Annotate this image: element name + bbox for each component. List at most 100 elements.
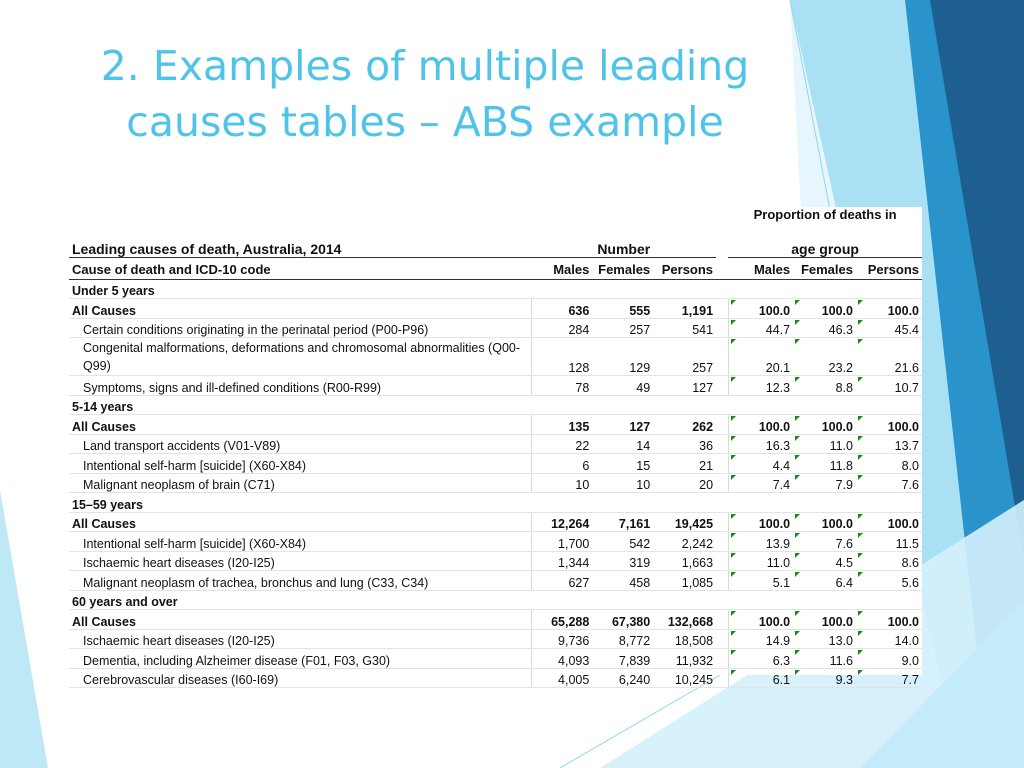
cause-label: Land transport accidents (V01-V89) (69, 434, 532, 454)
section-row: 15–59 years (69, 492, 922, 513)
cause-label: Ischaemic heart diseases (I20-I25) (69, 629, 532, 649)
col-header-cause: Cause of death and ICD-10 code (69, 257, 532, 280)
col-header-prop-males: Males (728, 257, 794, 280)
number-group-header: Number (531, 235, 717, 258)
table-row: Intentional self-harm [suicide] (X60-X84… (69, 531, 922, 552)
females-count: 14 (592, 434, 654, 454)
cause-label: Symptoms, signs and ill-defined conditio… (69, 375, 532, 396)
col-header-prop-females: Females (793, 257, 856, 280)
females-count: 555 (592, 298, 654, 319)
females-count: 7,839 (592, 648, 654, 669)
slide-title-line-2: causes tables – ABS example (126, 98, 724, 146)
persons-proportion: 14.0 (855, 629, 922, 649)
females-count: 127 (592, 414, 654, 435)
persons-count: 11,932 (653, 648, 717, 669)
thin-diagonal-line-2 (789, 0, 831, 211)
col-header-females: Females (592, 257, 654, 280)
persons-proportion: 9.0 (855, 648, 922, 669)
persons-proportion: 100.0 (855, 609, 922, 630)
males-count: 284 (530, 318, 593, 338)
persons-count: 2,242 (653, 531, 717, 552)
cause-label: All Causes (69, 512, 532, 532)
thin-diagonal-line (559, 674, 721, 768)
females-proportion: 4.5 (793, 551, 856, 571)
section-row: 5-14 years (69, 395, 922, 415)
cause-label: Intentional self-harm [suicide] (X60-X84… (69, 531, 532, 552)
table-row: Dementia, including Alzheimer disease (F… (69, 648, 922, 669)
col-header-males: Males (531, 257, 593, 280)
males-count: 6 (530, 453, 593, 474)
persons-proportion: 5.6 (855, 570, 922, 591)
males-count: 65,288 (530, 609, 593, 630)
males-count: 9,736 (530, 629, 593, 649)
females-proportion: 100.0 (793, 609, 856, 630)
females-count: 15 (592, 453, 654, 474)
persons-count: 21 (653, 453, 717, 474)
table-header-row-2: Leading causes of death, Australia, 2014… (69, 235, 922, 258)
table-row: Certain conditions originating in the pe… (69, 318, 922, 338)
persons-proportion: 13.7 (855, 434, 922, 454)
persons-count: 18,508 (653, 629, 717, 649)
table-row: All Causes 12,264 7,161 19,425 100.0 100.0 100… (69, 512, 922, 532)
cause-label: Malignant neoplasm of brain (C71) (69, 473, 532, 493)
persons-proportion: 45.4 (855, 318, 922, 338)
persons-count: 1,085 (653, 570, 717, 591)
males-count: 4,093 (530, 648, 593, 669)
table-row: Land transport accidents (V01-V89) 22 14 36… (69, 434, 922, 454)
females-proportion: 8.8 (793, 375, 856, 396)
persons-count: 127 (653, 375, 717, 396)
persons-count: 20 (653, 473, 717, 493)
proportion-group-header: Proportion of deaths in (728, 207, 922, 235)
cause-label: Cerebrovascular diseases (I60-I69) (69, 668, 532, 688)
section-label: Under 5 years (69, 279, 532, 299)
table-row: Ischaemic heart diseases (I20-I25) 1,344 3… (69, 551, 922, 571)
col-header-persons: Persons (653, 257, 717, 280)
males-count: 4,005 (530, 668, 593, 688)
table-row: All Causes 65,288 67,380 132,668 100.0 100.0 1… (69, 609, 922, 630)
cause-label: Congenital malformations, deformations a… (69, 337, 532, 376)
persons-proportion: 100.0 (855, 414, 922, 435)
females-count: 129 (592, 337, 654, 376)
males-count: 78 (530, 375, 593, 396)
males-count: 135 (530, 414, 593, 435)
leading-causes-table: Proportion of deaths in Leading causes o… (69, 207, 922, 688)
persons-proportion: 100.0 (855, 298, 922, 319)
right-dark-block (930, 0, 1024, 560)
table-row: Ischaemic heart diseases (I20-I25) 9,736 8… (69, 629, 922, 649)
leading-causes-table-image: Proportion of deaths in Leading causes o… (69, 207, 922, 688)
females-proportion: 6.4 (793, 570, 856, 591)
males-count: 10 (530, 473, 593, 493)
females-count: 257 (592, 318, 654, 338)
table-row: Congenital malformations, deformations a… (69, 337, 922, 376)
persons-proportion: 7.7 (855, 668, 922, 688)
proportion-header-line-1: Proportion of deaths in (753, 207, 897, 222)
cause-label: Certain conditions originating in the pe… (69, 318, 532, 338)
males-count: 636 (530, 298, 593, 319)
slide-title: 2. Examples of multiple leading causes t… (60, 38, 790, 150)
males-proportion: 12.3 (727, 375, 794, 396)
persons-proportion: 21.6 (855, 337, 922, 376)
males-count: 128 (530, 337, 593, 376)
persons-proportion: 7.6 (855, 473, 922, 493)
cause-label: Dementia, including Alzheimer disease (F… (69, 648, 532, 669)
females-count: 8,772 (592, 629, 654, 649)
col-header-prop-persons: Persons (855, 257, 922, 280)
males-count: 22 (530, 434, 593, 454)
table-row: Malignant neoplasm of trachea, bronchus … (69, 570, 922, 591)
females-proportion: 100.0 (793, 414, 856, 435)
males-proportion: 7.4 (727, 473, 794, 493)
left-accent-strip (0, 490, 48, 768)
females-count: 7,161 (592, 512, 654, 532)
females-proportion: 11.6 (793, 648, 856, 669)
table-row: Symptoms, signs and ill-defined conditio… (69, 375, 922, 396)
females-count: 49 (592, 375, 654, 396)
cause-label: Ischaemic heart diseases (I20-I25) (69, 551, 532, 571)
persons-proportion: 11.5 (855, 531, 922, 552)
females-proportion: 11.0 (793, 434, 856, 454)
females-proportion: 46.3 (793, 318, 856, 338)
females-proportion: 100.0 (793, 512, 856, 532)
table-column-headers: Cause of death and ICD-10 code Males Fem… (69, 257, 922, 280)
section-label: 60 years and over (69, 590, 532, 610)
persons-proportion: 10.7 (855, 375, 922, 396)
females-proportion: 9.3 (793, 668, 856, 688)
